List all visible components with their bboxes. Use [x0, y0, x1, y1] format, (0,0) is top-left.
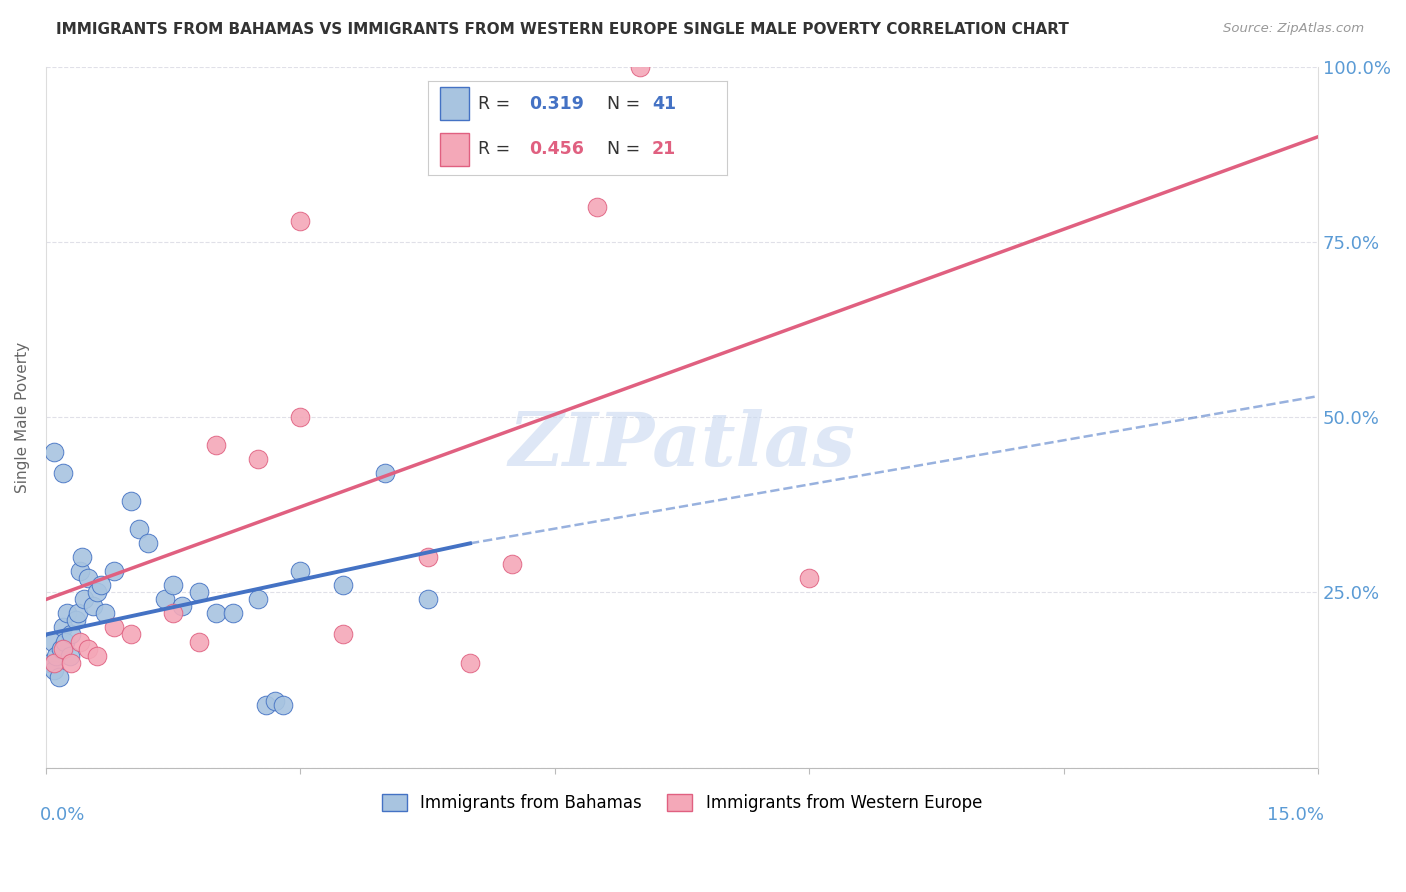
Point	[501, 558, 523, 572]
Point	[56, 607, 79, 621]
Text: IMMIGRANTS FROM BAHAMAS VS IMMIGRANTS FROM WESTERN EUROPE SINGLE MALE POVERTY CO: IMMIGRANTS FROM BAHAMAS VS IMMIGRANTS FR…	[56, 22, 1069, 37]
Point	[39, 656, 62, 670]
Point	[458, 656, 481, 670]
Point	[86, 585, 108, 599]
Point	[628, 60, 651, 74]
Point	[120, 494, 142, 508]
Point	[53, 634, 76, 648]
Point	[246, 452, 269, 467]
Point	[82, 599, 104, 614]
Point	[128, 522, 150, 536]
Point	[332, 578, 354, 592]
Point	[290, 410, 312, 425]
Point	[77, 571, 100, 585]
Point	[256, 698, 278, 712]
Point	[52, 467, 75, 481]
Point	[52, 641, 75, 656]
Point	[332, 627, 354, 641]
Point	[246, 592, 269, 607]
Point	[45, 648, 67, 663]
Point	[204, 438, 226, 452]
Point	[273, 698, 295, 712]
Point	[290, 565, 312, 579]
Point	[120, 627, 142, 641]
Text: Source: ZipAtlas.com: Source: ZipAtlas.com	[1223, 22, 1364, 36]
Point	[221, 607, 243, 621]
Point	[69, 565, 91, 579]
Point	[44, 445, 66, 459]
Point	[59, 648, 82, 663]
Legend: Immigrants from Bahamas, Immigrants from Western Europe: Immigrants from Bahamas, Immigrants from…	[375, 788, 988, 819]
Point	[204, 607, 226, 621]
Point	[42, 634, 65, 648]
Point	[48, 669, 70, 683]
Point	[187, 634, 209, 648]
Point	[69, 634, 91, 648]
Point	[90, 578, 112, 592]
Point	[416, 592, 439, 607]
Point	[44, 656, 66, 670]
Point	[60, 627, 83, 641]
Text: 15.0%: 15.0%	[1267, 806, 1324, 824]
Y-axis label: Single Male Poverty: Single Male Poverty	[15, 342, 30, 492]
Point	[799, 571, 821, 585]
Point	[70, 550, 93, 565]
Point	[77, 641, 100, 656]
Point	[170, 599, 193, 614]
Point	[586, 200, 609, 214]
Point	[67, 607, 90, 621]
Point	[290, 214, 312, 228]
Point	[86, 648, 108, 663]
Point	[51, 641, 73, 656]
Point	[73, 592, 96, 607]
Point	[162, 578, 184, 592]
Point	[103, 565, 125, 579]
Point	[136, 536, 159, 550]
Point	[416, 550, 439, 565]
Point	[44, 663, 66, 677]
Point	[187, 585, 209, 599]
Point	[52, 620, 75, 634]
Text: ZIPatlas: ZIPatlas	[509, 409, 855, 482]
Point	[153, 592, 176, 607]
Point	[65, 614, 87, 628]
Point	[162, 607, 184, 621]
Point	[264, 694, 287, 708]
Point	[60, 656, 83, 670]
Text: 0.0%: 0.0%	[39, 806, 84, 824]
Point	[94, 607, 117, 621]
Point	[103, 620, 125, 634]
Point	[374, 467, 396, 481]
